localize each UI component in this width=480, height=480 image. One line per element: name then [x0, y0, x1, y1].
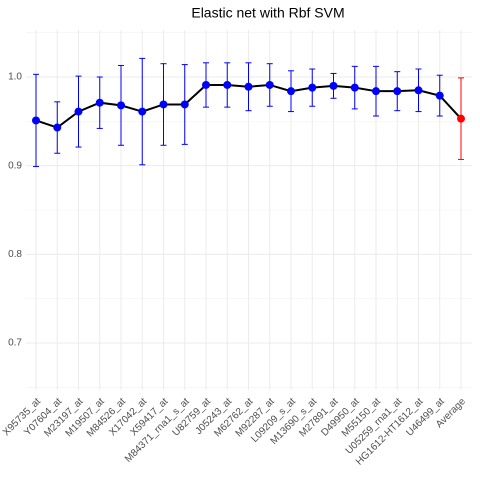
point [138, 107, 147, 116]
point [53, 123, 62, 132]
point [244, 82, 253, 91]
point [117, 101, 125, 110]
point [223, 80, 232, 89]
point [159, 100, 168, 109]
chart-title: Elastic net with Rbf SVM [191, 5, 344, 21]
point [32, 116, 40, 125]
point [265, 80, 274, 89]
point [308, 83, 317, 92]
point [350, 83, 359, 92]
y-tick-label: 1.0 [8, 72, 22, 83]
point [329, 81, 338, 90]
point [414, 86, 423, 95]
point [74, 107, 83, 116]
y-tick-label: 0.7 [8, 338, 22, 349]
y-tick-label: 0.8 [8, 249, 22, 260]
point [435, 91, 444, 100]
point [287, 87, 295, 96]
point [393, 87, 402, 96]
point [95, 98, 104, 107]
point [372, 87, 380, 96]
point [457, 114, 465, 123]
point [202, 80, 210, 89]
point [180, 100, 189, 109]
y-tick-label: 0.9 [8, 160, 22, 171]
